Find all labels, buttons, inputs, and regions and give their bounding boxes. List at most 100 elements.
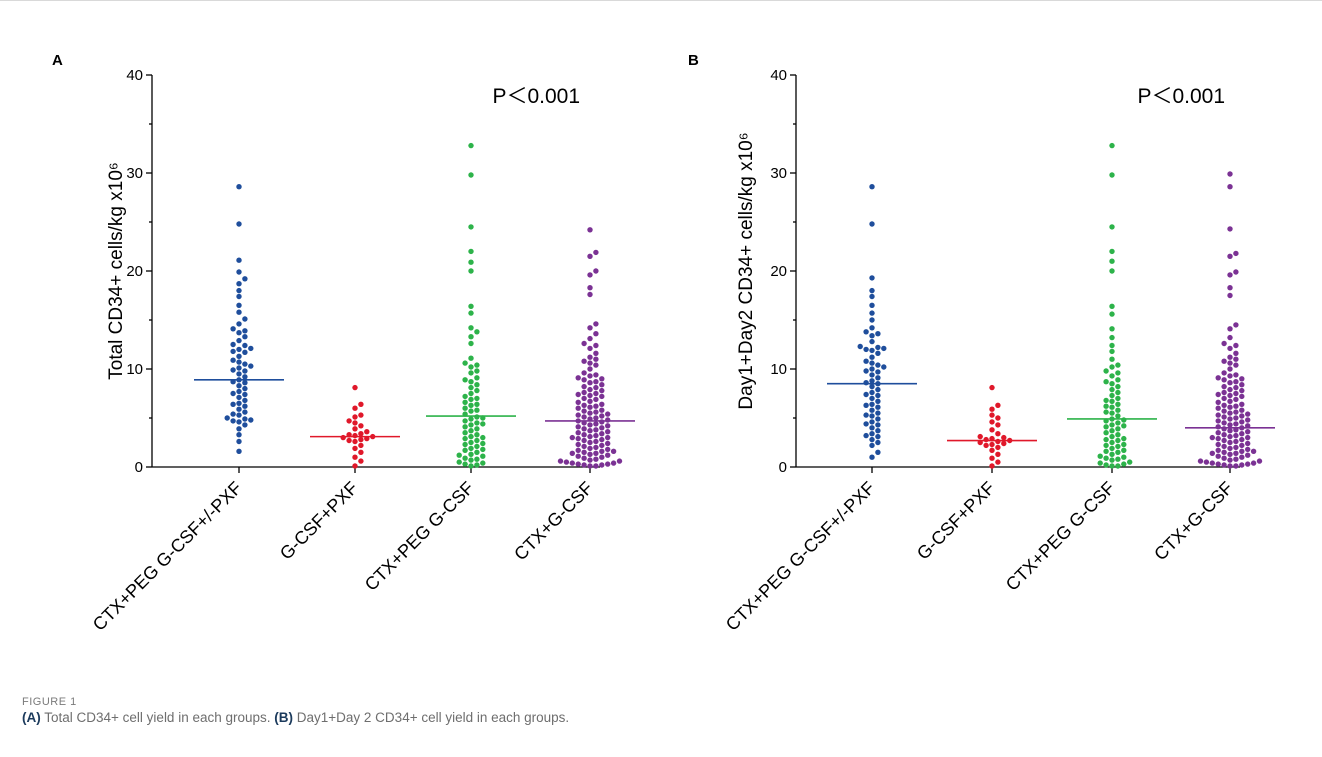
data-point <box>236 438 242 445</box>
data-point <box>248 417 254 423</box>
data-point <box>230 390 236 397</box>
data-point <box>1233 456 1239 462</box>
data-point <box>236 432 242 438</box>
data-point <box>236 309 242 315</box>
data-point <box>863 412 869 418</box>
data-point <box>236 293 242 300</box>
data-point <box>1221 443 1227 450</box>
series-2 <box>1067 142 1157 469</box>
data-point <box>462 418 468 424</box>
data-point <box>605 429 611 435</box>
data-point <box>1221 420 1227 426</box>
data-point <box>1221 462 1227 468</box>
data-point <box>605 417 611 423</box>
figure-caption: (A) Total CD34+ cell yield in each group… <box>22 710 1302 725</box>
data-point <box>863 329 869 335</box>
data-point <box>875 439 881 446</box>
data-point <box>599 393 605 400</box>
data-point <box>1115 377 1121 383</box>
data-point <box>581 370 587 376</box>
data-point <box>1215 391 1221 398</box>
data-point <box>881 345 887 352</box>
data-point <box>587 360 593 366</box>
data-point <box>593 432 599 439</box>
data-point <box>599 431 605 437</box>
data-point <box>1233 432 1239 439</box>
data-point <box>468 428 474 434</box>
data-point <box>875 422 881 428</box>
data-point <box>1115 456 1121 462</box>
data-point <box>587 325 593 331</box>
data-point <box>474 426 480 432</box>
data-point <box>236 257 242 263</box>
data-point <box>875 331 881 337</box>
data-point <box>1127 459 1133 465</box>
data-point <box>242 385 248 392</box>
data-point <box>875 433 881 440</box>
data-point <box>462 405 468 411</box>
data-point <box>593 249 599 256</box>
data-point <box>236 371 242 377</box>
data-point <box>1227 326 1233 332</box>
x-category-label: CTX+G-CSF <box>1150 478 1237 565</box>
series-3 <box>545 227 635 469</box>
data-point <box>474 456 480 462</box>
data-point <box>1109 142 1115 149</box>
data-point <box>468 370 474 376</box>
data-point <box>599 413 605 419</box>
data-point <box>593 356 599 362</box>
data-point <box>587 227 593 233</box>
data-point <box>236 365 242 371</box>
data-point <box>581 455 587 461</box>
data-point <box>1233 269 1239 275</box>
data-point <box>462 430 468 436</box>
data-point <box>1245 461 1251 467</box>
data-point <box>1227 253 1233 259</box>
y-tick-label: 40 <box>126 67 143 84</box>
data-point <box>1239 419 1245 425</box>
data-point <box>358 412 364 418</box>
p-value-annotation: P＜0.001 <box>492 85 580 108</box>
data-point <box>236 353 242 359</box>
data-point <box>605 423 611 429</box>
x-category-label: CTX+PEG G-CSF <box>1002 478 1119 595</box>
data-point <box>1109 398 1115 404</box>
data-point <box>1109 433 1115 440</box>
data-point <box>599 376 605 382</box>
data-point <box>575 424 581 430</box>
data-point <box>869 419 875 425</box>
data-point <box>587 380 593 386</box>
data-point <box>1227 354 1233 360</box>
data-point <box>1227 334 1233 341</box>
data-point <box>575 399 581 405</box>
data-point <box>593 331 599 337</box>
data-point <box>1239 413 1245 419</box>
data-point <box>581 437 587 444</box>
data-point <box>581 414 587 420</box>
data-point <box>1227 416 1233 422</box>
data-point <box>599 382 605 388</box>
data-point <box>1233 403 1239 409</box>
data-point <box>1233 444 1239 451</box>
data-point <box>1233 250 1239 257</box>
data-point <box>569 460 575 466</box>
data-point <box>352 445 358 452</box>
data-point <box>474 387 480 394</box>
data-point <box>593 421 599 427</box>
data-point <box>575 461 581 467</box>
data-point <box>1103 442 1109 449</box>
data-point <box>1121 447 1127 453</box>
data-point <box>480 421 486 427</box>
data-point <box>242 403 248 409</box>
data-point <box>468 384 474 391</box>
data-point <box>364 429 370 435</box>
data-point <box>1239 382 1245 388</box>
caption-part-a-letter: (A) <box>22 710 41 725</box>
data-point <box>352 420 358 426</box>
data-point <box>358 423 364 429</box>
data-point <box>575 441 581 448</box>
data-point <box>352 454 358 460</box>
data-point <box>1239 448 1245 454</box>
data-point <box>875 428 881 434</box>
data-point <box>1115 362 1121 368</box>
